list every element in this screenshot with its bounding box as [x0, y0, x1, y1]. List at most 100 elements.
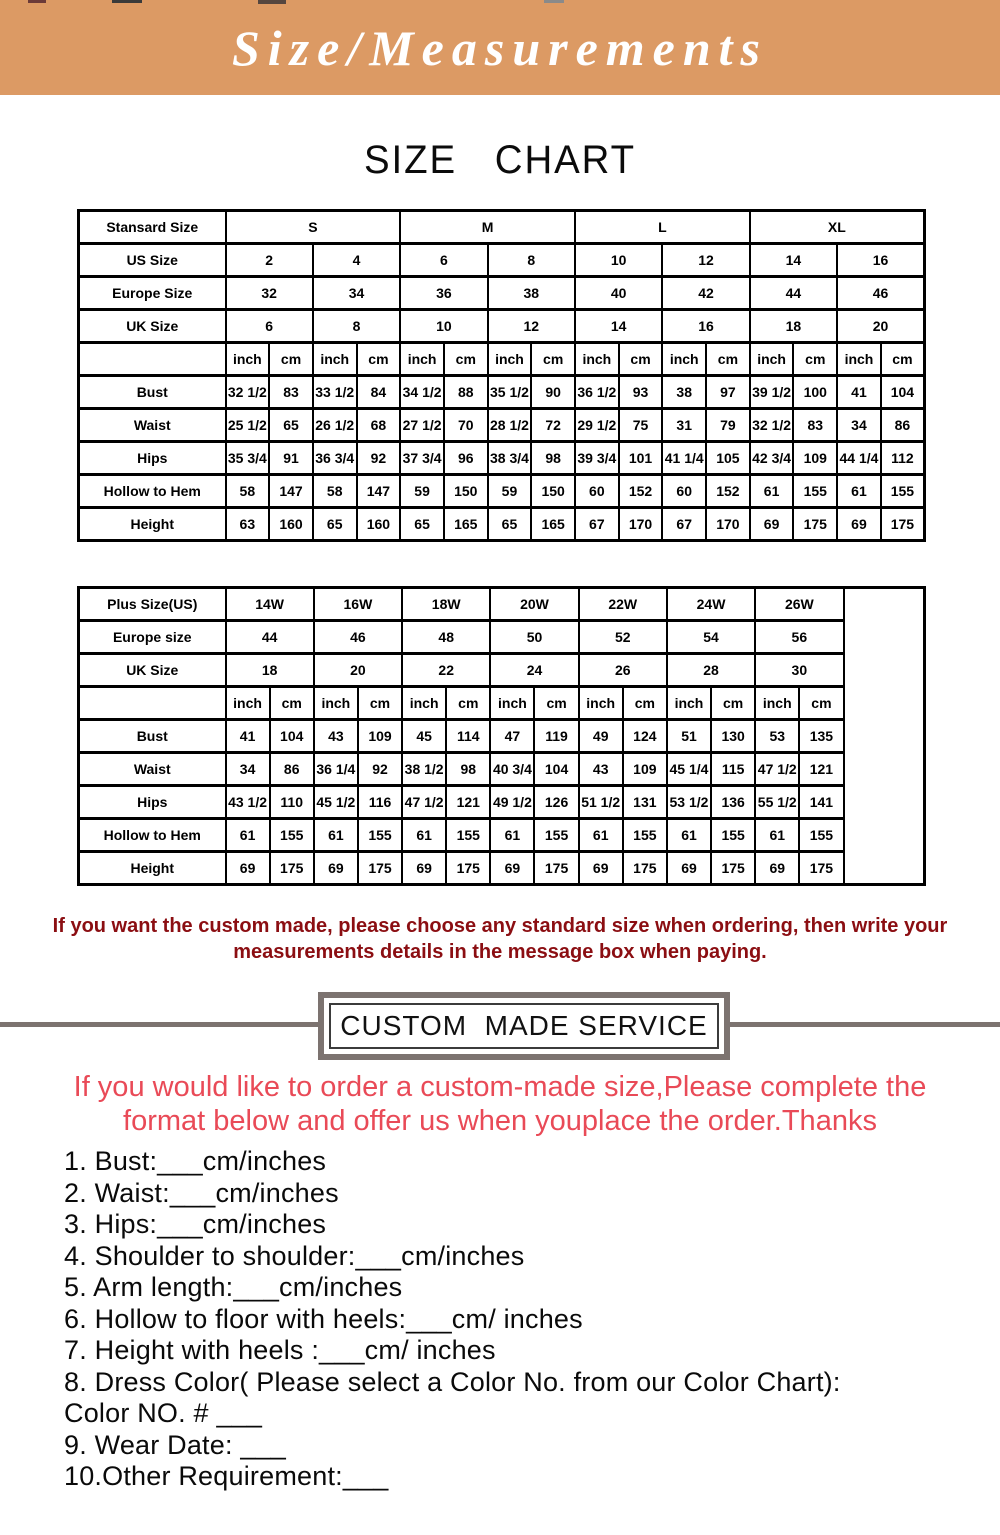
- table-cell: 26 1/2: [311, 407, 358, 443]
- table-cell: inch: [486, 341, 533, 377]
- table-cell: inch: [577, 685, 624, 721]
- row-label: UK Size: [77, 652, 227, 688]
- table-cell: 34: [836, 407, 882, 443]
- table-cell: 75: [617, 407, 664, 443]
- table-cell: 44 1/4: [836, 440, 882, 476]
- table-cell: 116: [356, 784, 404, 820]
- table-cell: 105: [705, 440, 751, 476]
- table-cell: 43: [577, 751, 624, 787]
- table-cell: 90: [530, 374, 576, 410]
- table-cell: 49: [577, 718, 624, 754]
- table-cell: 69: [754, 850, 801, 886]
- table-cell: 131: [621, 784, 668, 820]
- table-cell: 65: [486, 506, 533, 542]
- table-cell: 97: [705, 374, 751, 410]
- row-label: UK Size: [77, 308, 227, 344]
- table-cell: 60: [661, 473, 708, 509]
- table-cell: inch: [311, 341, 358, 377]
- table-cell: 58: [311, 473, 358, 509]
- table-cell: 155: [621, 817, 668, 853]
- table-cell: 152: [617, 473, 664, 509]
- row-label: Waist: [77, 751, 227, 787]
- table-cell: 61: [224, 817, 271, 853]
- table-cell: 18: [748, 308, 839, 344]
- table-cell: 42 3/4: [748, 440, 795, 476]
- table-cell: 54: [665, 619, 757, 655]
- form-item-other-requirement: 10.Other Requirement:___: [64, 1461, 389, 1491]
- table-cell: 155: [879, 473, 926, 509]
- table-cell: 34: [311, 275, 402, 311]
- table-cell: 2: [224, 242, 314, 278]
- table-cell: 79: [705, 407, 751, 443]
- banner: Size/Measurements: [0, 0, 1000, 95]
- table-cell: 69: [312, 850, 359, 886]
- table-cell: 109: [621, 751, 668, 787]
- table-cell: cm: [355, 341, 402, 377]
- table-cell: M: [399, 209, 576, 245]
- table-cell: 70: [442, 407, 489, 443]
- table-cell: 86: [879, 407, 926, 443]
- table-cell: 42: [661, 275, 751, 311]
- table-cell: 48: [401, 619, 492, 655]
- table-cell: 61: [836, 473, 882, 509]
- table-cell: 44: [224, 619, 315, 655]
- table-cell: 43 1/2: [224, 784, 271, 820]
- table-cell: 41: [836, 374, 882, 410]
- table-cell: 104: [533, 751, 580, 787]
- table-cell: 14: [573, 308, 664, 344]
- table-cell: 152: [705, 473, 751, 509]
- form-item-dress-color: 8. Dress Color( Please select a Color No…: [64, 1366, 841, 1397]
- table-cell: inch: [224, 341, 271, 377]
- table-cell: 69: [401, 850, 448, 886]
- table-cell: 38 1/2: [401, 751, 448, 787]
- table-cell: 32 1/2: [224, 374, 271, 410]
- table-cell: inch: [665, 685, 713, 721]
- table-cell: 20W: [489, 586, 580, 622]
- table-cell: 4: [311, 242, 402, 278]
- empty-column: [842, 586, 926, 886]
- custom-made-service-box: CUSTOM MADE SERVICE: [318, 992, 730, 1060]
- table-cell: 61: [401, 817, 448, 853]
- row-label: Height: [77, 506, 227, 542]
- table-cell: 65: [399, 506, 445, 542]
- table-cell: 38: [486, 275, 577, 311]
- table-cell: 8: [311, 308, 402, 344]
- table-cell: 6: [399, 242, 489, 278]
- table-cell: 141: [798, 784, 845, 820]
- table-cell: 175: [879, 506, 926, 542]
- table-cell: 47 1/2: [754, 751, 801, 787]
- table-cell: 46: [312, 619, 404, 655]
- table-cell: 175: [710, 850, 757, 886]
- table-cell: 155: [268, 817, 315, 853]
- row-label: [77, 341, 227, 377]
- table-cell: 86: [268, 751, 315, 787]
- table-cell: cm: [442, 341, 489, 377]
- table-cell: 47: [489, 718, 536, 754]
- table-cell: 136: [710, 784, 757, 820]
- custom-made-service-label: CUSTOM MADE SERVICE: [329, 1003, 719, 1049]
- table-cell: 124: [621, 718, 668, 754]
- row-label: [77, 685, 227, 721]
- table-cell: 10: [573, 242, 664, 278]
- table-cell: 36 3/4: [311, 440, 358, 476]
- measurement-form: 1. Bust:___cm/inches 2. Waist:___cm/inch…: [64, 1146, 964, 1493]
- table-cell: 69: [748, 506, 795, 542]
- table-cell: 26W: [754, 586, 845, 622]
- table-cell: 16: [661, 308, 751, 344]
- table-cell: 112: [879, 440, 926, 476]
- table-cell: 16: [836, 242, 926, 278]
- table-cell: 109: [792, 440, 839, 476]
- table-cell: cm: [617, 341, 664, 377]
- form-item-hollow-to-floor: 6. Hollow to floor with heels:___cm/ inc…: [64, 1303, 583, 1334]
- table-cell: 175: [798, 850, 845, 886]
- custom-made-note: If you want the custom made, please choo…: [0, 913, 1000, 965]
- table-cell: 32: [224, 275, 314, 311]
- table-cell: 121: [798, 751, 845, 787]
- table-cell: 38 3/4: [486, 440, 533, 476]
- table-cell: 115: [710, 751, 757, 787]
- form-item-bust: 1. Bust:___cm/inches: [64, 1146, 327, 1176]
- table-cell: 34: [224, 751, 271, 787]
- top-edge-artifact: [112, 0, 142, 3]
- standard-size-table: Stansard Size S M L XL US Size 2 4 6 8 10 12 14 16 Eur…: [77, 209, 926, 542]
- table-cell: 69: [665, 850, 713, 886]
